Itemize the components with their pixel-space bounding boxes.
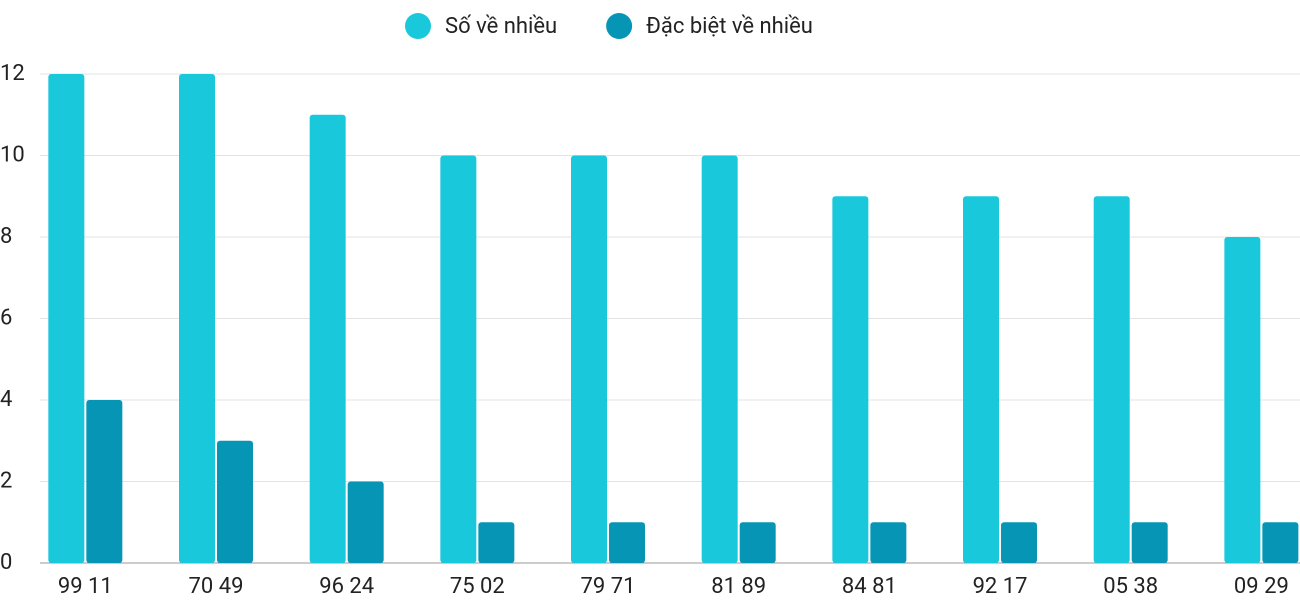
x-tick-label: 92 17: [973, 574, 1028, 599]
bar: [1224, 237, 1261, 563]
bar: [1262, 522, 1299, 563]
x-tick-label: 96 24: [319, 574, 374, 599]
y-tick-label: 6: [0, 305, 12, 330]
x-tick-label: 99 11: [58, 574, 113, 599]
legend-marker: [405, 13, 431, 39]
legend-marker: [606, 13, 633, 39]
bar: [832, 196, 869, 563]
x-tick-label: 09 29: [1234, 574, 1289, 599]
bar: [870, 522, 907, 563]
x-tick-label: 70 49: [189, 574, 244, 599]
x-tick-label: 05 38: [1103, 574, 1158, 599]
bar: [86, 400, 123, 563]
bar: [347, 481, 384, 563]
x-tick-label: 79 71: [581, 574, 636, 599]
bar: [1001, 522, 1038, 563]
y-tick-label: 10: [0, 142, 25, 167]
bar: [478, 522, 515, 563]
bar: [440, 155, 477, 563]
legend-label: Số về nhiều: [445, 14, 557, 39]
x-tick-label: 84 81: [842, 574, 897, 599]
y-tick-label: 4: [0, 387, 12, 412]
y-tick-label: 8: [0, 224, 12, 249]
bar: [701, 155, 738, 563]
x-tick-label: 75 02: [450, 574, 505, 599]
bar: [217, 440, 254, 563]
bar: [571, 155, 608, 563]
y-tick-label: 2: [0, 468, 12, 493]
bar: [48, 74, 85, 563]
bar: [609, 522, 646, 563]
legend-label: Đặc biệt về nhiều: [646, 14, 813, 39]
bar: [1131, 522, 1168, 563]
bar: [963, 196, 1000, 563]
y-tick-label: 12: [0, 61, 25, 86]
bar: [739, 522, 776, 563]
bar: [179, 74, 216, 563]
bar: [309, 114, 346, 563]
x-tick-label: 81 89: [711, 574, 766, 599]
y-tick-label: 0: [0, 550, 12, 575]
bar: [1093, 196, 1130, 563]
